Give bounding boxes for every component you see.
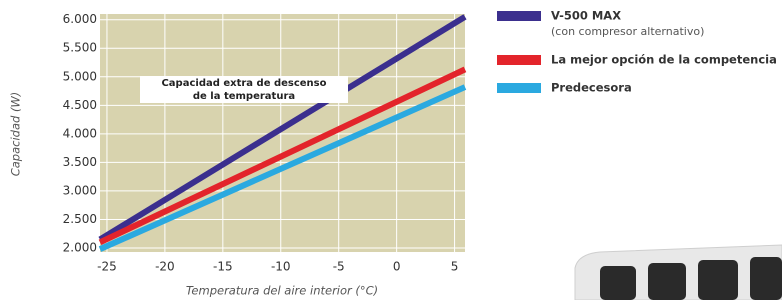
- y-tick-label: 2.000: [63, 241, 97, 255]
- legend-label: La mejor opción de la competencia: [551, 53, 777, 67]
- y-tick-label: 4.000: [63, 126, 97, 140]
- x-tick-label: 0: [393, 260, 401, 274]
- x-tick-label: -25: [97, 260, 117, 274]
- page: {"chart_data": { "type": "line", "x_labe…: [0, 0, 782, 300]
- y-tick-label: 3.000: [63, 183, 97, 197]
- y-tick-label: 5.500: [63, 41, 97, 55]
- x-tick-label: 5: [451, 260, 459, 274]
- product-image: [575, 245, 782, 300]
- x-tick-label: -20: [155, 260, 175, 274]
- legend-swatch: [497, 11, 541, 21]
- y-tick-label: 5.000: [63, 69, 97, 83]
- annotation: Capacidad extra de descenso: [161, 78, 326, 89]
- x-axis-title: Temperatura del aire interior (°C): [186, 284, 378, 298]
- legend-note: (con compresor alternativo): [551, 25, 704, 38]
- y-tick-label: 2.500: [63, 212, 97, 226]
- y-axis-title: Capacidad (W): [9, 92, 23, 177]
- y-tick-label: 4.500: [63, 98, 97, 112]
- annotation: de la temperatura: [193, 91, 295, 102]
- x-tick-label: -5: [333, 260, 345, 274]
- y-tick-label: 3.500: [63, 155, 97, 169]
- y-tick-label: 6.000: [63, 12, 97, 26]
- chart: Capacidad extra de descenso de la temper…: [0, 0, 782, 300]
- legend-swatch: [497, 83, 541, 93]
- legend-label: V-500 MAX: [551, 9, 621, 23]
- legend-label: Predecesora: [551, 81, 632, 95]
- legend-swatch: [497, 55, 541, 65]
- x-tick-label: -10: [271, 260, 291, 274]
- x-tick-label: -15: [213, 260, 233, 274]
